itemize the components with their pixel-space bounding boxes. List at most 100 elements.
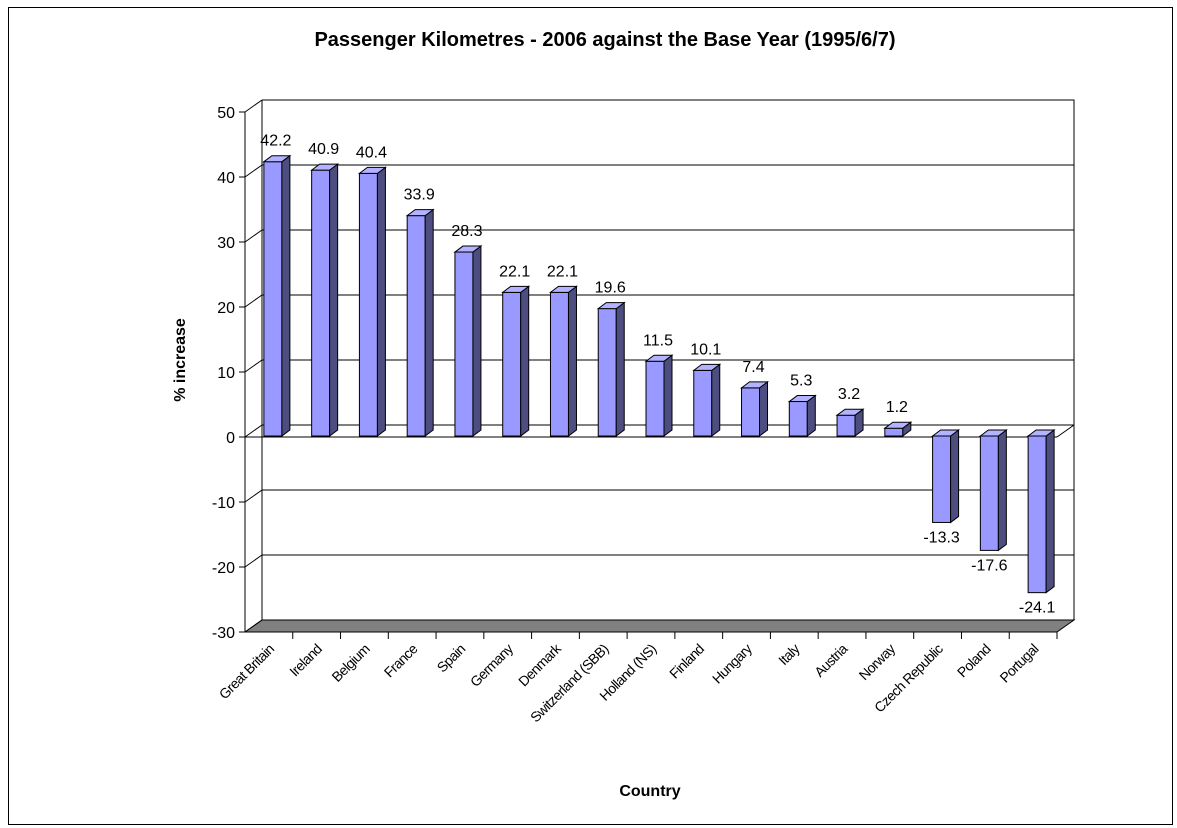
- bar-front: [979, 435, 999, 551]
- bar-front: [597, 308, 617, 437]
- gridline-depth: [244, 554, 263, 568]
- y-tick-label: -30: [212, 625, 235, 642]
- x-tick-label: Denmark: [515, 640, 565, 690]
- data-label: -24.1: [1019, 600, 1056, 617]
- bar-top: [405, 209, 435, 217]
- data-label: 22.1: [547, 263, 578, 280]
- bar: [596, 301, 626, 437]
- data-label: 28.3: [451, 223, 482, 240]
- y-tick-label: -20: [212, 560, 235, 577]
- chart-title: Passenger Kilometres - 2006 against the …: [314, 29, 895, 51]
- bar: [501, 285, 531, 437]
- bar-side: [329, 163, 339, 437]
- data-label: 1.2: [886, 399, 908, 416]
- data-label: 19.6: [595, 280, 626, 297]
- bar: [357, 166, 387, 437]
- bar-top: [931, 429, 961, 437]
- bar: [787, 394, 817, 437]
- bar-front: [454, 251, 474, 437]
- x-tick-label: Belgium: [328, 641, 372, 685]
- bar-front: [836, 414, 856, 437]
- bar-front: [645, 360, 665, 437]
- chart-frame: [8, 7, 1173, 825]
- y-axis-title: % increase: [172, 318, 189, 402]
- gridline-depth: [244, 424, 263, 438]
- data-label: 5.3: [790, 373, 812, 390]
- bar: [453, 245, 483, 437]
- gridline-depth: [244, 294, 263, 308]
- data-label: 40.4: [356, 144, 387, 161]
- bar-front: [406, 215, 426, 437]
- data-label: -13.3: [923, 529, 960, 546]
- x-tick-label: Norway: [856, 640, 899, 683]
- data-label: 33.9: [404, 187, 435, 204]
- bar: [405, 208, 435, 437]
- bar-top: [978, 429, 1008, 437]
- bar: [978, 429, 1008, 552]
- bar-top: [692, 363, 722, 371]
- bar-top: [1026, 429, 1056, 437]
- bar-front: [693, 369, 713, 437]
- x-axis-title: Country: [619, 783, 680, 800]
- x-tick-label: Poland: [954, 641, 994, 681]
- bar-front: [788, 401, 808, 437]
- y-tick-label: 20: [217, 300, 235, 317]
- y-tick-label: -10: [212, 495, 235, 512]
- bar-front: [502, 291, 522, 437]
- bar-front: [549, 291, 569, 437]
- x-tick-label: Finland: [666, 641, 707, 682]
- gridline-depth: [244, 619, 263, 633]
- bar-front: [884, 427, 904, 437]
- y-tick-label: 10: [217, 365, 235, 382]
- gridline-depth: [244, 229, 263, 243]
- bar: [310, 163, 340, 437]
- bar-side: [663, 354, 673, 437]
- bar-front: [358, 172, 378, 437]
- x-tick-label: Italy: [775, 640, 803, 668]
- bar-side: [759, 380, 769, 437]
- bar-front: [1027, 435, 1047, 594]
- bar-top: [262, 155, 292, 163]
- bar-top: [501, 285, 531, 293]
- bar: [931, 429, 961, 524]
- data-labels: 42.2 40.9 40.4 33.9 28.3 22.1 22.1 19.6 11.5 10.1…: [260, 133, 1055, 617]
- bar-side: [567, 285, 577, 437]
- bar-top: [453, 245, 483, 253]
- bar: [548, 285, 578, 437]
- zero-axis-side: [1056, 424, 1075, 438]
- bar-top: [310, 163, 340, 171]
- x-tick-label: Hungary: [709, 640, 755, 686]
- data-label: 40.9: [308, 141, 339, 158]
- y-tick-label: 50: [217, 105, 235, 122]
- bar-side: [711, 363, 721, 437]
- bar-top: [596, 302, 626, 310]
- data-label: 10.1: [690, 341, 721, 358]
- y-tick-label: 30: [217, 235, 235, 252]
- x-tick-label: Germany: [467, 640, 516, 689]
- gridline-depth: [244, 489, 263, 503]
- bar-front: [311, 169, 331, 437]
- y-tick-labels: 50 40 30 20 10 0 -10 -20 -30: [212, 105, 235, 642]
- bar-top: [787, 395, 817, 403]
- bar-top: [835, 408, 865, 416]
- floor: [243, 619, 1076, 633]
- bar-front: [932, 435, 952, 523]
- x-tick-label: Spain: [434, 641, 469, 676]
- data-label: 7.4: [742, 359, 764, 376]
- bar-side: [997, 429, 1007, 552]
- bar: [835, 408, 865, 437]
- x-tick-label: Portugal: [996, 640, 1041, 685]
- data-label: 11.5: [643, 332, 673, 349]
- bar: [262, 154, 292, 437]
- x-tick-label: Great Britain: [216, 641, 277, 702]
- bar: [644, 354, 674, 437]
- bar-front: [263, 161, 283, 437]
- bar-side: [376, 166, 386, 437]
- bar-top: [883, 421, 913, 429]
- data-label: -17.6: [971, 557, 1008, 574]
- bar: [692, 363, 722, 437]
- data-label: 22.1: [499, 263, 530, 280]
- bar: [740, 380, 770, 437]
- x-tick-label: France: [381, 640, 421, 680]
